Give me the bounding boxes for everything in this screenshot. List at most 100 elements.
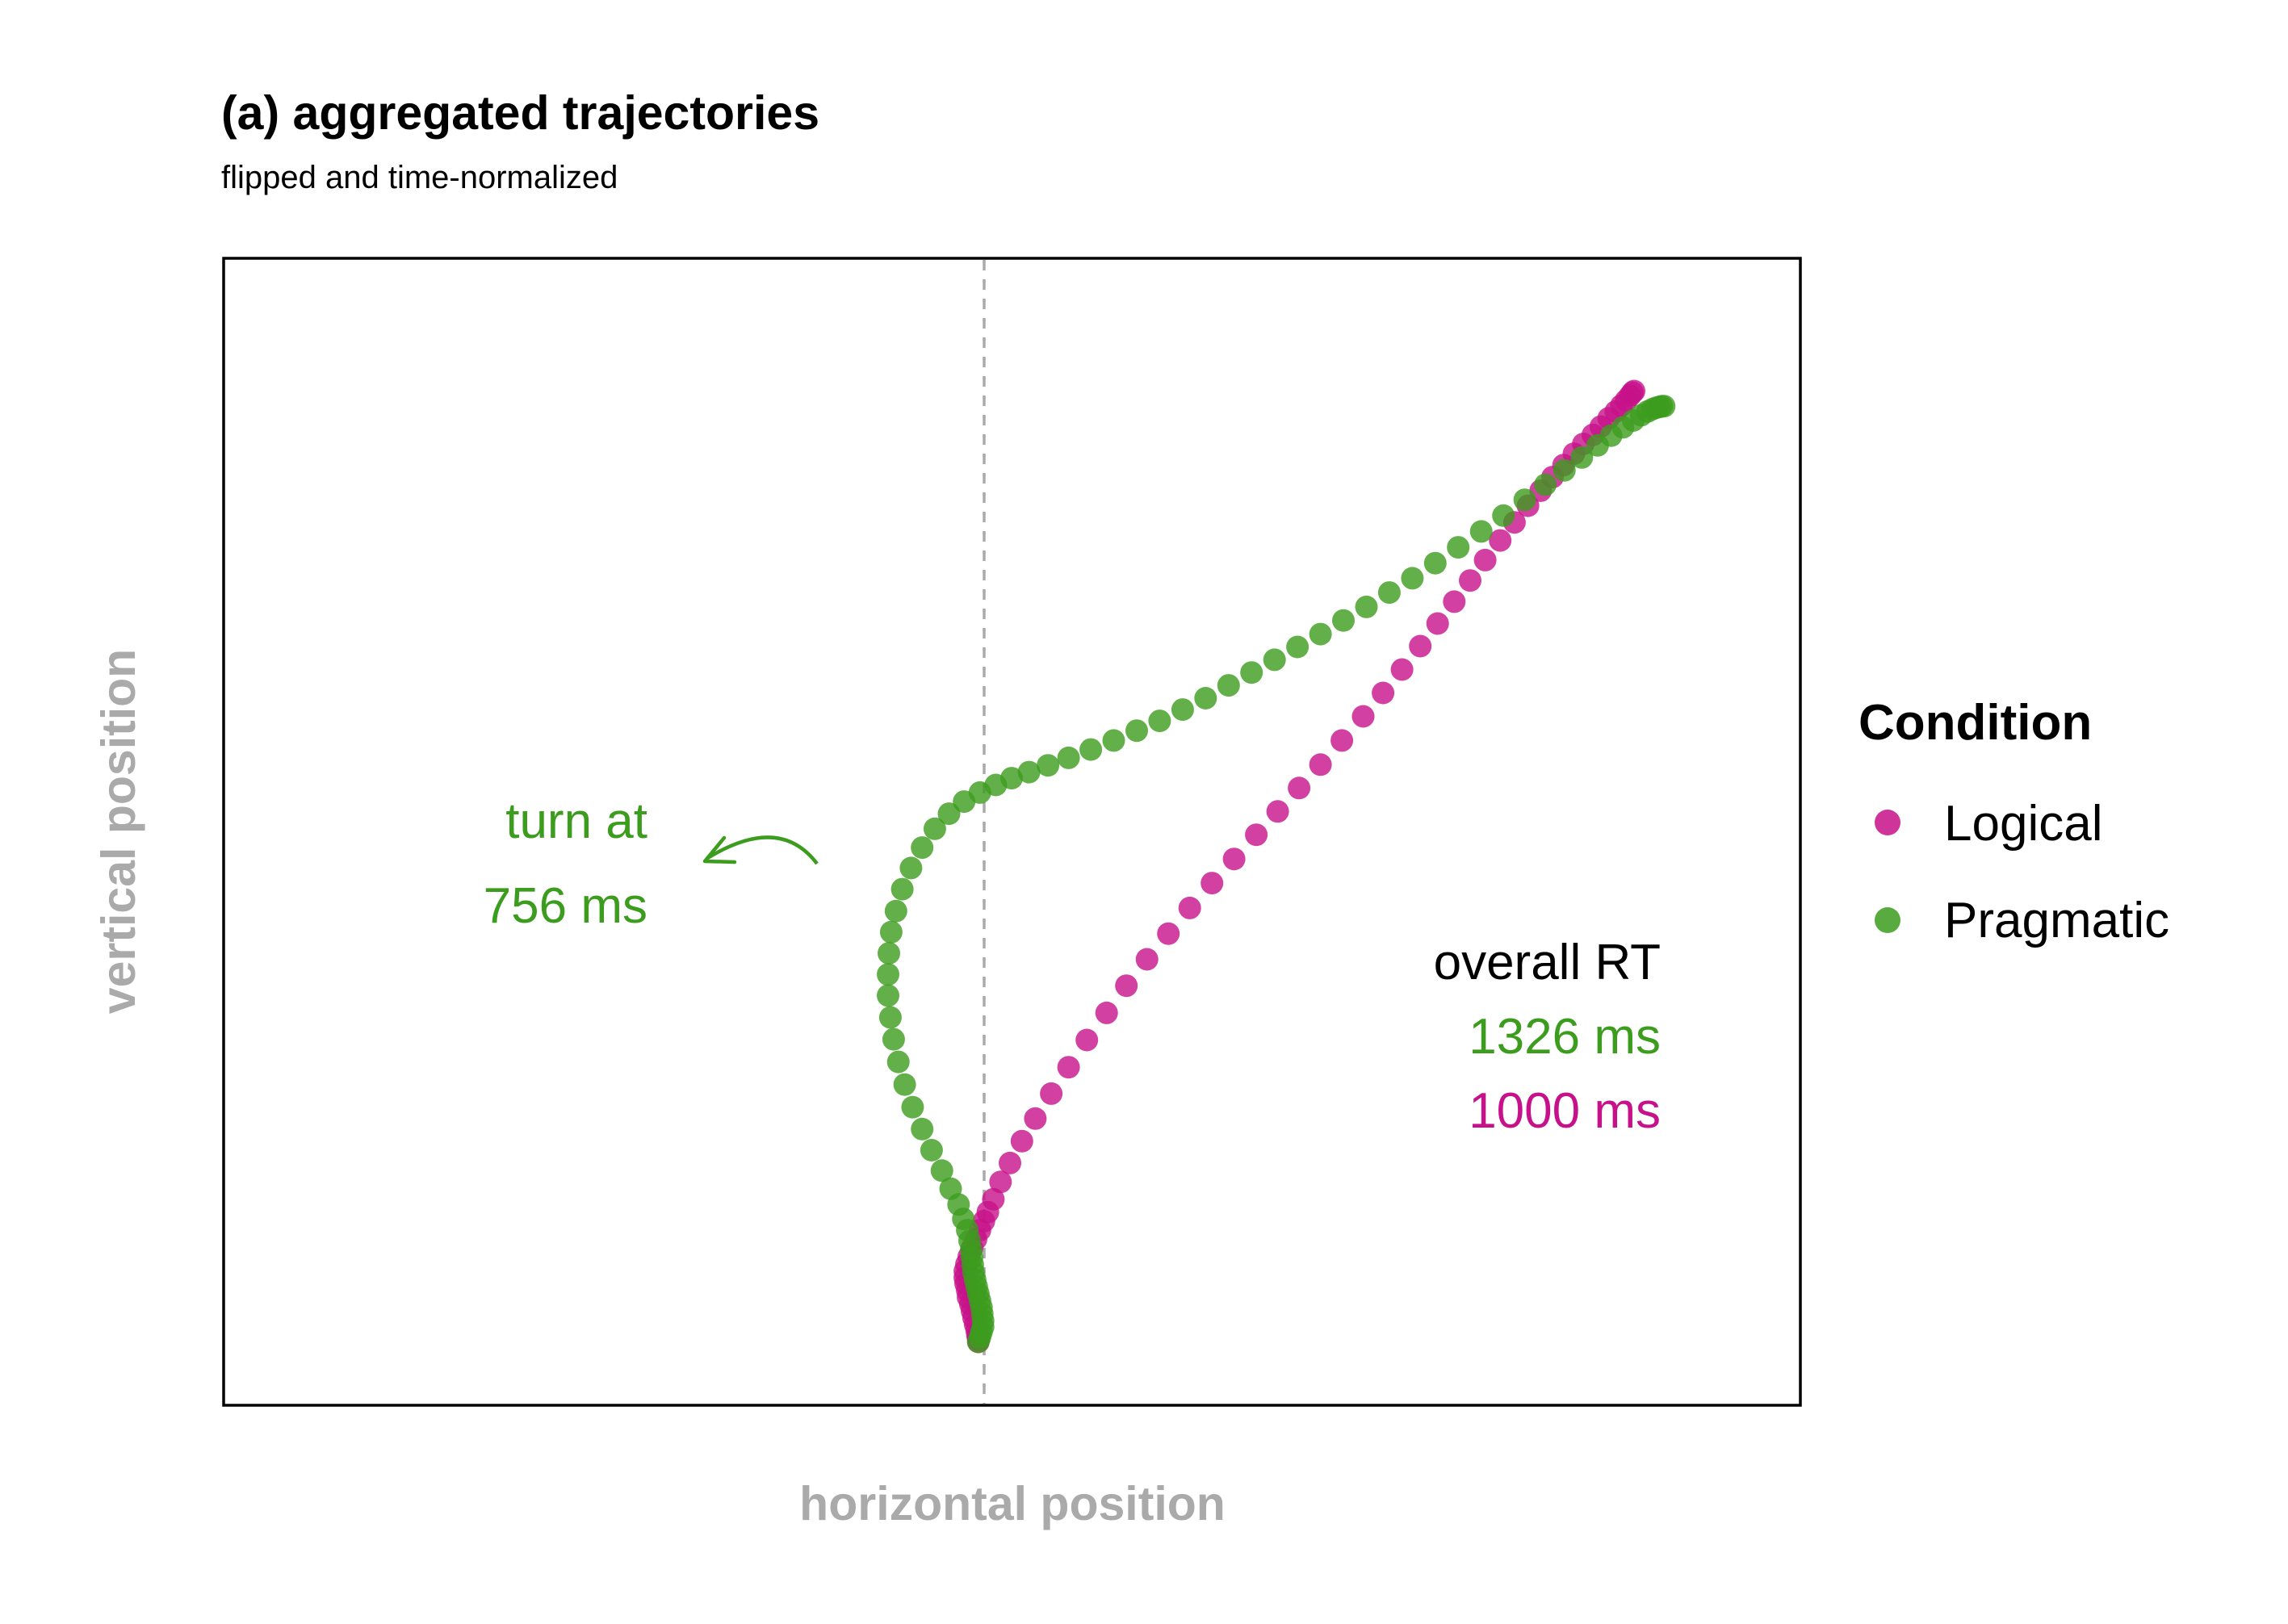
point-pragmatic (877, 984, 899, 1007)
point-logical (1040, 1082, 1063, 1105)
point-pragmatic (1017, 760, 1041, 784)
point-pragmatic (1171, 698, 1194, 722)
point-pragmatic (890, 877, 914, 901)
point-pragmatic (1037, 754, 1060, 777)
point-logical (1010, 1129, 1033, 1153)
point-pragmatic (1513, 488, 1536, 512)
point-logical (1157, 922, 1180, 945)
rt-logical: 1000 ms (1469, 1083, 1661, 1139)
legend-title: Condition (1858, 695, 2092, 751)
point-logical (989, 1170, 1012, 1194)
point-pragmatic (939, 1177, 962, 1200)
point-pragmatic (893, 1073, 916, 1096)
point-pragmatic (911, 836, 934, 860)
point-pragmatic (1355, 595, 1378, 618)
curved-arrow-icon (705, 835, 819, 865)
point-pragmatic (1447, 536, 1470, 559)
point-logical (1372, 681, 1395, 705)
point-pragmatic (1125, 719, 1148, 743)
point-pragmatic (1653, 395, 1676, 418)
point-logical (1426, 612, 1449, 635)
legend-label-pragmatic: Pragmatic (1944, 893, 2169, 948)
legend-swatch-logical (1875, 810, 1900, 835)
y-axis-label: vertical position (92, 649, 145, 1014)
point-logical (1351, 705, 1375, 728)
point-logical (1201, 872, 1224, 895)
point-logical (1288, 776, 1311, 800)
point-logical (1623, 379, 1645, 403)
turn-annotation-line2: 756 ms (484, 878, 647, 934)
point-logical (1330, 729, 1354, 752)
point-pragmatic (886, 1050, 910, 1074)
legend-label-logical: Logical (1944, 796, 2102, 852)
point-logical (1443, 590, 1466, 613)
point-pragmatic (878, 942, 900, 965)
turn-annotation-line1: turn at (505, 793, 647, 849)
point-logical (1390, 658, 1414, 681)
point-pragmatic (877, 963, 899, 986)
chart-title: (a) aggregated trajectories (221, 86, 819, 140)
point-pragmatic (1057, 746, 1080, 769)
legend-item-pragmatic: Pragmatic (1875, 893, 2169, 948)
point-logical (1115, 974, 1138, 998)
point-logical (1075, 1028, 1099, 1052)
point-pragmatic (1286, 635, 1310, 659)
x-axis-label: horizontal position (799, 1477, 1226, 1530)
point-pragmatic (901, 1095, 924, 1119)
point-pragmatic (1194, 687, 1217, 709)
point-logical (999, 1151, 1021, 1174)
point-logical (1489, 529, 1512, 552)
rt-title: overall RT (1434, 935, 1661, 990)
point-pragmatic (882, 1028, 905, 1051)
point-pragmatic (879, 920, 903, 944)
point-pragmatic (1469, 520, 1493, 543)
point-logical (1095, 1001, 1118, 1024)
point-logical (1309, 753, 1332, 776)
point-pragmatic (1570, 446, 1594, 469)
point-pragmatic (1423, 551, 1447, 575)
point-logical (1473, 548, 1497, 571)
point-logical (1024, 1107, 1047, 1130)
point-logical (1409, 634, 1432, 658)
legend-item-logical: Logical (1875, 796, 2102, 852)
point-pragmatic (1534, 473, 1557, 496)
point-pragmatic (1401, 567, 1424, 590)
point-pragmatic (1079, 738, 1103, 761)
plot-panel (222, 257, 1802, 1407)
point-pragmatic (1217, 674, 1240, 697)
point-pragmatic (1492, 504, 1515, 527)
point-pragmatic (1309, 622, 1332, 646)
point-logical (1057, 1056, 1080, 1079)
point-pragmatic (1000, 767, 1023, 790)
point-logical (1245, 823, 1268, 847)
point-logical (1178, 896, 1201, 919)
chart-subtitle: flipped and time-normalized (221, 160, 618, 195)
point-pragmatic (1263, 648, 1286, 672)
point-pragmatic (911, 1117, 934, 1141)
point-logical (1266, 800, 1289, 823)
point-pragmatic (930, 1159, 953, 1182)
point-pragmatic (920, 1139, 943, 1161)
point-logical (1459, 569, 1481, 592)
point-pragmatic (1148, 709, 1171, 733)
point-pragmatic (1240, 661, 1263, 684)
point-logical (982, 1187, 1005, 1211)
point-pragmatic (884, 899, 907, 923)
point-pragmatic (937, 802, 961, 826)
legend-swatch-pragmatic (1875, 907, 1900, 933)
point-logical (1222, 848, 1246, 871)
arrow-head-icon (702, 835, 737, 864)
point-pragmatic (878, 1006, 902, 1029)
point-pragmatic (1553, 458, 1576, 482)
point-pragmatic (899, 856, 923, 880)
point-pragmatic (1102, 729, 1125, 752)
point-pragmatic (1332, 609, 1355, 632)
point-pragmatic (923, 817, 946, 840)
point-logical (1135, 948, 1159, 971)
series-pragmatic (877, 395, 1676, 1354)
point-pragmatic (1377, 581, 1401, 605)
rt-pragmatic: 1326 ms (1469, 1009, 1661, 1065)
points-layer (877, 379, 1676, 1354)
